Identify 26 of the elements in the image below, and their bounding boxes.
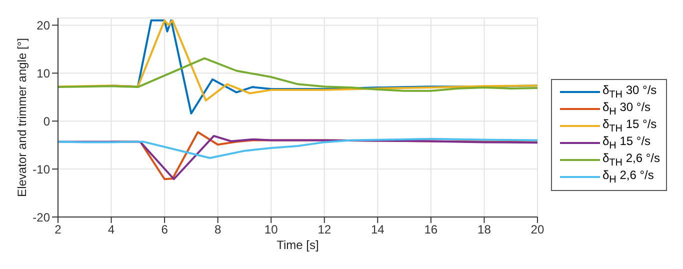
line-series: [58, 138, 538, 160]
x-tick-label: 20: [530, 222, 544, 237]
x-axis-title: Time [s]: [276, 238, 319, 252]
line-series: [58, 57, 538, 92]
x-tick-label: 16: [424, 222, 438, 237]
legend-label: δ$_{TH}$ 15 °/s: [602, 117, 657, 135]
legend-label: δ$_{TH}$ 30 °/s: [602, 83, 657, 101]
y-tick-label: 0: [43, 114, 50, 128]
x-tick-label: 18: [478, 222, 492, 237]
legend-label: δ$_{H}$ 30 °/s: [602, 100, 651, 118]
x-tick-label: 12: [318, 222, 332, 237]
x-tick-label: 8: [214, 222, 222, 237]
y-axis-title: Elevator and trimmer angle [°]: [15, 38, 29, 197]
y-tick-label: -20: [32, 210, 50, 224]
x-tick-label: 14: [370, 222, 385, 237]
x-tick-label: 10: [264, 222, 278, 237]
legend-label: δ$_{H}$ 15 °/s: [602, 134, 651, 152]
y-tick-label: 10: [36, 66, 50, 80]
x-tick-label: 6: [161, 222, 168, 237]
x-tick-label: 2: [54, 222, 62, 237]
y-tick-label: 20: [36, 18, 50, 32]
legend-label: δ$_{H}$ 2,6 °/s: [602, 168, 654, 186]
x-tick-label: 4: [108, 222, 115, 237]
line-series: [58, 134, 538, 180]
y-tick-label: -10: [32, 162, 50, 176]
legend-label: δ$_{TH}$ 2,6 °/s: [602, 151, 660, 169]
